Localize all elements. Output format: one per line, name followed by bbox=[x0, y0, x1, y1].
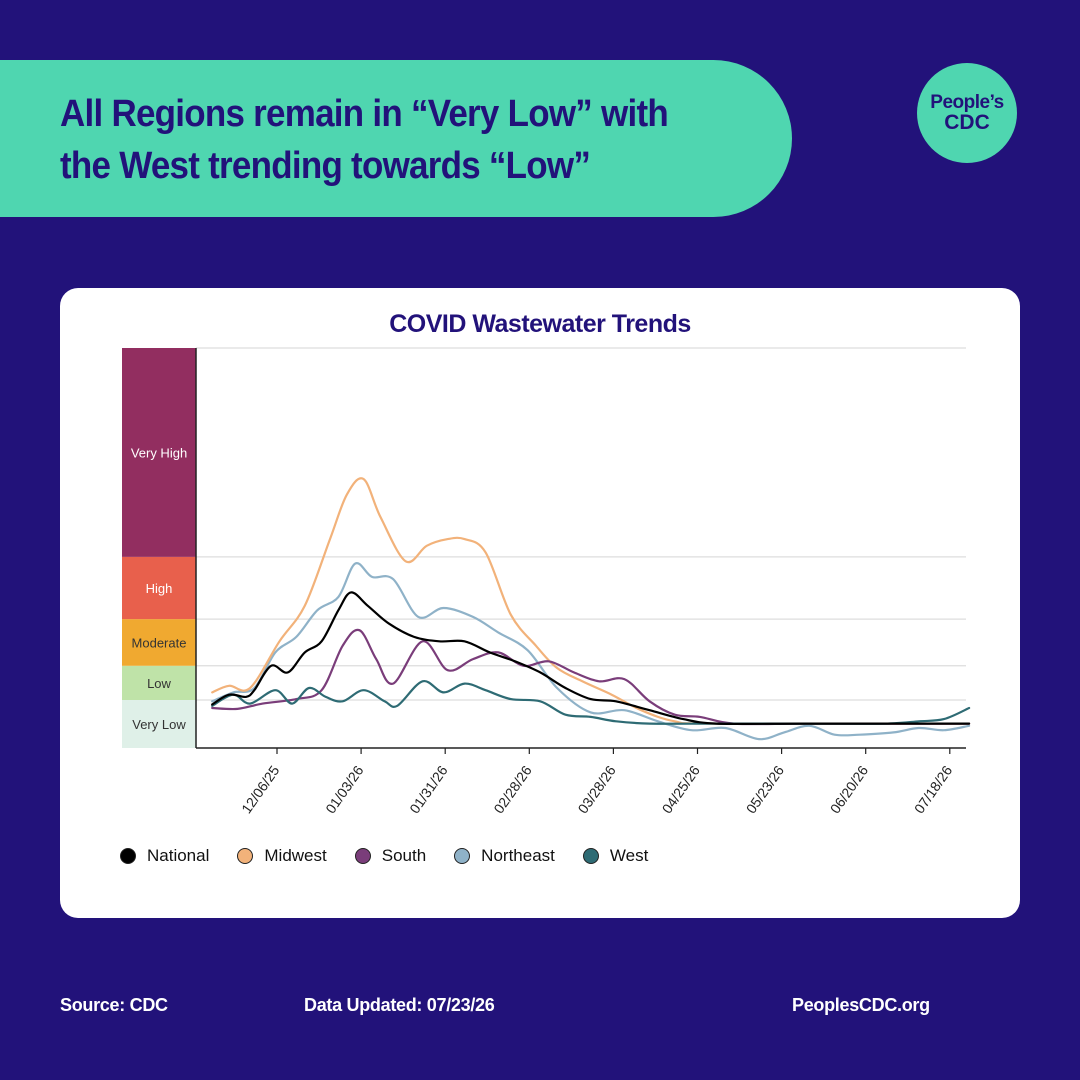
legend-swatch bbox=[582, 848, 599, 864]
legend-item-west: West bbox=[582, 846, 649, 866]
legend-swatch bbox=[454, 848, 471, 864]
x-tick-label: 06/20/26 bbox=[827, 762, 871, 816]
legend-item-south: South bbox=[354, 846, 427, 866]
headline-banner bbox=[0, 60, 792, 217]
level-label-very-high: Very High bbox=[131, 445, 187, 460]
series-line-south bbox=[211, 628, 971, 726]
series-line-national bbox=[211, 591, 971, 726]
logo-line-1: People’s bbox=[930, 92, 1004, 113]
legend-swatch bbox=[120, 848, 136, 864]
series-line-northeast bbox=[211, 562, 971, 741]
level-band-very-low bbox=[122, 700, 196, 748]
legend-label: Midwest bbox=[264, 846, 327, 865]
x-tick-label: 12/06/25 bbox=[238, 762, 282, 816]
logo-line-2: CDC bbox=[944, 111, 990, 134]
legend-label: Northeast bbox=[481, 846, 555, 865]
headline: All Regions remain in “Very Low” with th… bbox=[60, 93, 669, 187]
x-tick-label: 01/03/26 bbox=[322, 762, 366, 816]
level-label-low: Low bbox=[147, 676, 171, 691]
x-tick-label: 07/18/26 bbox=[911, 762, 955, 816]
level-band-high bbox=[122, 556, 196, 620]
legend-item-northeast: Northeast bbox=[454, 846, 555, 866]
footer-website: PeoplesCDC.org bbox=[792, 995, 930, 1015]
level-band-very-high bbox=[122, 348, 196, 557]
legend-swatch bbox=[354, 848, 371, 864]
wastewater-line-chart: Very Low Low Moderate High Very High 12/06/25… bbox=[122, 347, 971, 816]
x-tick-label: 02/28/26 bbox=[490, 762, 534, 816]
level-band-low bbox=[122, 665, 196, 700]
peoples-cdc-logo: People’s CDC bbox=[917, 63, 1017, 163]
level-band-moderate bbox=[122, 619, 196, 666]
legend-label: West bbox=[609, 846, 649, 865]
x-tick-label: 04/25/26 bbox=[659, 762, 703, 816]
legend-label: South bbox=[381, 846, 427, 865]
series-line-west bbox=[211, 680, 971, 725]
x-tick-label: 01/31/26 bbox=[406, 762, 450, 816]
chart-title: COVID Wastewater Trends bbox=[389, 310, 691, 338]
x-tick-label: 03/28/26 bbox=[574, 762, 618, 816]
footer-data-updated: Data Updated: 07/23/26 bbox=[304, 995, 495, 1015]
legend-item-midwest: Midwest bbox=[237, 846, 327, 866]
chart-card: COVID Wastewater Trends Very Low Low Moder… bbox=[60, 288, 1020, 918]
legend-label: National bbox=[147, 846, 210, 865]
legend-swatch bbox=[237, 848, 254, 864]
footer-source: Source: CDC bbox=[60, 995, 168, 1015]
series-line-midwest bbox=[211, 477, 971, 725]
chart-legend: National Midwest South Northeast West bbox=[120, 846, 676, 866]
x-tick-label: 05/23/26 bbox=[743, 762, 787, 816]
legend-item-national: National bbox=[120, 846, 209, 866]
level-label-moderate: Moderate bbox=[132, 635, 187, 650]
level-label-high: High bbox=[146, 581, 173, 596]
level-label-very-low: Very Low bbox=[132, 717, 186, 732]
